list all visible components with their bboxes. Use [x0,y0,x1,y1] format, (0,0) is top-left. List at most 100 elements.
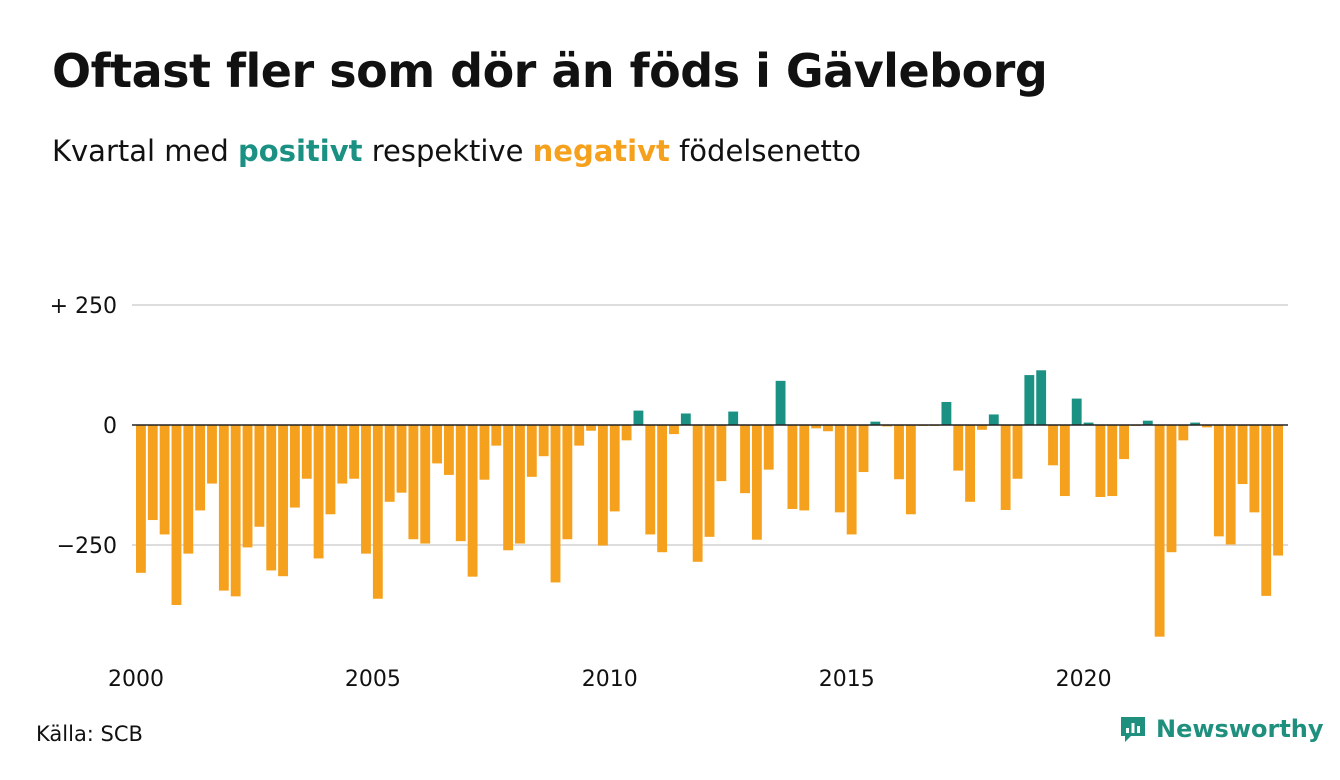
bar [1048,425,1058,466]
bar [218,425,229,591]
bar [811,425,822,429]
bar [1178,425,1189,441]
bar [621,425,632,441]
bar [586,425,596,431]
bar [1107,425,1118,497]
bar [728,411,739,425]
bar [787,425,798,509]
bar [1202,425,1212,428]
subtitle-text-before: Kvartal med [52,134,229,168]
bar [1154,425,1165,637]
bar [657,425,668,553]
bar [645,425,656,535]
bar [977,425,987,430]
bar [467,425,478,577]
x-tick-label: 2000 [108,667,164,692]
bar [1225,425,1236,545]
bar [858,425,869,473]
bar [894,425,904,480]
bar [574,425,585,446]
bar [823,425,833,432]
bar [526,425,537,477]
bar [941,401,952,425]
bar [905,425,916,515]
bar [171,425,182,605]
bar [230,425,241,597]
x-tick-label: 2020 [1056,667,1112,692]
axes: + 250 0 −250 2000 2005 2010 2015 2020 [50,294,1288,692]
bar [337,425,348,484]
bar [325,425,336,515]
bar [313,425,324,559]
source-note: Källa: SCB [36,722,143,746]
bar [988,414,999,425]
bar [740,425,750,494]
bar [1095,425,1106,497]
bar [633,410,644,425]
bar [538,425,549,457]
bar [846,425,857,535]
bar [1071,398,1082,425]
bar [147,425,158,521]
bar [834,425,845,513]
x-tick-label: 2005 [345,667,401,692]
bar [396,425,407,493]
bar [384,425,395,502]
bar [136,425,146,573]
bar [1249,425,1260,513]
bar [207,425,217,484]
bar [254,425,265,527]
bar [965,425,976,502]
bar [1036,370,1047,425]
bar [1166,425,1177,553]
x-tick-label: 2010 [582,667,638,692]
bar [751,425,762,540]
subtitle-text-middle: respektive [371,134,524,168]
subtitle-negative-word: negativt [532,134,670,168]
bar [870,421,881,425]
bar [242,425,253,548]
bar [1059,425,1070,497]
bar [1000,425,1011,510]
bar [278,425,288,577]
bar [455,425,466,542]
bar [716,425,727,482]
bar [1083,422,1094,425]
bar [1237,425,1248,485]
bar [503,425,514,551]
bar [550,425,561,583]
bar [597,425,608,546]
y-tick-label: + 250 [50,294,117,319]
bar [289,425,300,508]
bar [372,425,383,599]
brand-logo: Newsworthy [1118,714,1324,744]
bar [443,425,454,475]
bar [704,425,715,537]
chart-title: Oftast fler som dör än föds i Gävleborg [52,44,1048,98]
bar [349,425,360,479]
bar [609,425,620,512]
bar [669,425,679,435]
bar [562,425,573,540]
bar [515,425,525,544]
bar [491,425,502,446]
y-tick-label: −250 [57,534,117,559]
bars [136,370,1283,637]
bar [775,380,786,425]
bar [1261,425,1272,596]
bar [1273,425,1283,556]
bar [1119,425,1130,460]
bar [159,425,170,535]
bar [799,425,810,511]
bar [479,425,490,480]
bar [266,425,277,571]
bar [420,425,431,544]
bar [408,425,419,540]
bar [1024,375,1035,425]
bar [680,413,691,425]
bar [1142,420,1153,425]
bar [195,425,206,511]
bar [953,425,964,471]
bar [763,425,774,470]
